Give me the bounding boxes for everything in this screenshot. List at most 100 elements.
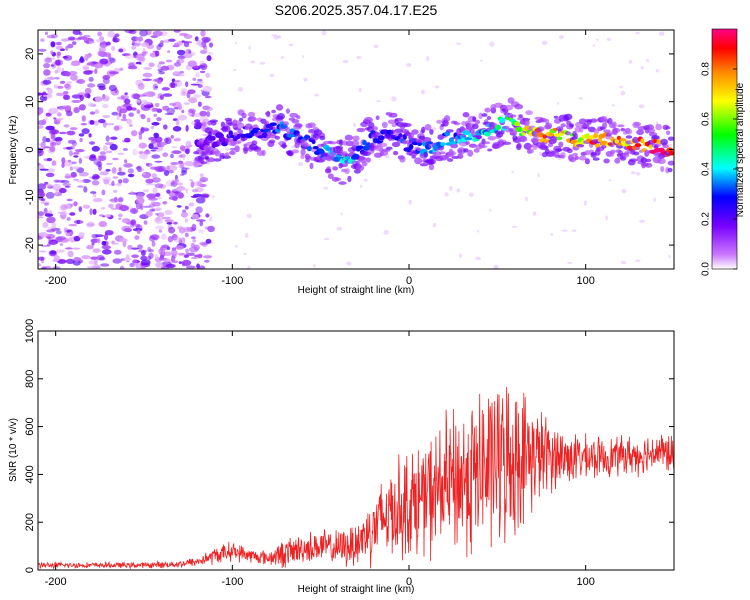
- spectrogram-noise-blob: [166, 189, 171, 194]
- spectrogram-ridge-halo: [651, 135, 660, 140]
- spectrogram-noise-blob: [173, 221, 178, 225]
- spectrogram-noise-blob: [185, 265, 196, 269]
- spectrogram-noise-blob: [101, 240, 107, 246]
- spectrogram-noise-blob: [111, 167, 117, 174]
- spectrogram-noise-blob: [51, 142, 56, 147]
- colorbar: 0.0 0.2 0.4 0.6 0.8 Normalized spectral ampl…: [701, 28, 746, 276]
- spectrogram-noise-blob: [119, 238, 128, 243]
- spectrogram-noise-blob: [611, 104, 615, 107]
- spectrogram-noise-blob: [124, 98, 131, 105]
- spectrogram-noise-blob: [556, 102, 560, 105]
- spectrogram-noise-blob: [198, 101, 202, 107]
- spectrogram-ridge-halo: [356, 127, 366, 133]
- spectrogram-noise-blob: [63, 94, 70, 101]
- spectrogram-noise-blob: [46, 35, 56, 39]
- spectrogram-noise-blob: [61, 157, 66, 164]
- spectrogram-noise-blob: [184, 218, 188, 223]
- spectrogram-ridge-halo: [370, 142, 375, 150]
- spectrogram-ridge-halo: [277, 113, 285, 120]
- spectrogram-noise-blob: [489, 208, 492, 212]
- spectrogram-ridge-halo: [640, 157, 648, 164]
- spectrogram-noise-blob: [71, 161, 77, 165]
- spectrogram-noise-blob: [56, 112, 62, 117]
- spectrogram-noise-blob: [38, 92, 43, 96]
- spectrogram-noise-blob: [87, 40, 95, 44]
- spectrogram-noise-blob: [82, 38, 89, 41]
- spectrogram-noise-blob: [109, 198, 120, 203]
- spectrogram-noise-blob: [130, 191, 134, 195]
- spectrogram-noise-blob: [55, 180, 66, 183]
- spectrogram-noise-blob: [164, 112, 174, 116]
- spectrogram-noise-blob: [169, 82, 178, 89]
- spectrogram-noise-blob: [539, 151, 543, 156]
- snr-y-label: SNR (10 * v/v): [8, 418, 19, 482]
- spectrogram-noise-blob: [175, 119, 180, 126]
- spectrogram-noise-blob: [63, 227, 67, 232]
- spectrogram-noise-blob: [158, 248, 166, 255]
- spectrogram-noise-blob: [235, 245, 238, 248]
- spectrogram-noise-blob: [102, 95, 110, 102]
- spectrogram-noise-blob: [45, 112, 52, 117]
- spectrogram-noise-blob: [639, 219, 645, 223]
- spectrogram-ridge-halo: [532, 145, 538, 150]
- spectrogram-noise-blob: [190, 242, 196, 248]
- snr-marks: [38, 387, 674, 570]
- spectrogram-noise-blob: [45, 191, 55, 199]
- spectrogram-ridge-halo: [291, 119, 300, 124]
- spectrogram-x-label: Height of straight line (km): [298, 285, 415, 296]
- spectrogram-noise-blob: [160, 65, 170, 71]
- spectrogram-noise-blob: [38, 183, 47, 190]
- spectrogram-ridge-halo: [327, 173, 334, 179]
- spectrogram-noise-blob: [55, 230, 62, 235]
- spectrogram-ridge-cell: [634, 143, 642, 148]
- spectrogram-noise-blob: [596, 38, 599, 41]
- spectrogram-noise-blob: [183, 34, 193, 39]
- spectrogram-noise-blob: [131, 40, 135, 46]
- spectrogram-noise-blob: [142, 172, 146, 176]
- spectrogram-ridge-halo: [633, 151, 640, 156]
- spectrogram-ridge-halo: [625, 135, 633, 139]
- spectrogram-ridge-cell: [513, 121, 521, 127]
- spectrogram-noise-blob: [46, 168, 56, 173]
- spectrogram-noise-blob: [162, 105, 170, 111]
- spectrogram-noise-blob: [148, 62, 155, 68]
- spectrogram-noise-blob: [118, 217, 122, 220]
- spectrogram-ridge-halo: [261, 149, 266, 157]
- spectrogram-ridge-halo: [411, 129, 419, 135]
- spectrogram-noise-blob: [38, 232, 48, 237]
- spectrogram-noise-blob: [151, 147, 159, 150]
- spectrogram-noise-blob: [525, 196, 528, 201]
- spectrogram-noise-blob: [120, 118, 128, 122]
- spectrogram-noise-blob: [68, 150, 73, 157]
- spectrogram-ridge-cell: [219, 136, 226, 143]
- spectrogram-noise-blob: [161, 216, 171, 220]
- spectrogram-noise-blob: [198, 229, 204, 234]
- spectrogram-noise-blob: [130, 93, 139, 99]
- spectrogram-noise-blob: [78, 171, 89, 177]
- spectrogram-ridge-halo: [584, 158, 591, 165]
- spectrogram-noise-blob: [51, 222, 57, 229]
- spectrogram-noise-blob: [154, 86, 158, 89]
- spectrogram-noise-blob: [621, 189, 627, 194]
- spectrogram-noise-blob: [183, 226, 192, 233]
- spectrogram-noise-blob: [146, 193, 157, 199]
- spectrogram-noise-blob: [38, 107, 44, 115]
- x-tick-label: -100: [221, 576, 243, 588]
- spectrogram-noise-blob: [176, 49, 186, 56]
- spectrogram-noise-blob: [58, 187, 67, 194]
- spectrogram-ridge-halo: [391, 123, 397, 127]
- spectrogram-noise-blob: [118, 112, 122, 117]
- spectrogram-noise-blob: [131, 46, 137, 50]
- spectrogram-noise-blob: [204, 95, 212, 99]
- spectrogram-noise-blob: [131, 254, 140, 258]
- spectrogram-noise-blob: [38, 263, 42, 267]
- spectrogram-noise-blob: [190, 181, 195, 188]
- spectrogram-noise-blob: [102, 121, 107, 128]
- spectrogram-noise-blob: [155, 50, 160, 57]
- spectrogram-noise-blob: [155, 254, 159, 260]
- spectrogram-ridge-halo: [629, 158, 638, 162]
- spectrogram-noise-blob: [356, 56, 362, 60]
- spectrogram-ridge-halo: [237, 140, 242, 144]
- spectrogram-ridge-cell: [334, 156, 340, 162]
- spectrogram-noise-blob: [98, 221, 108, 228]
